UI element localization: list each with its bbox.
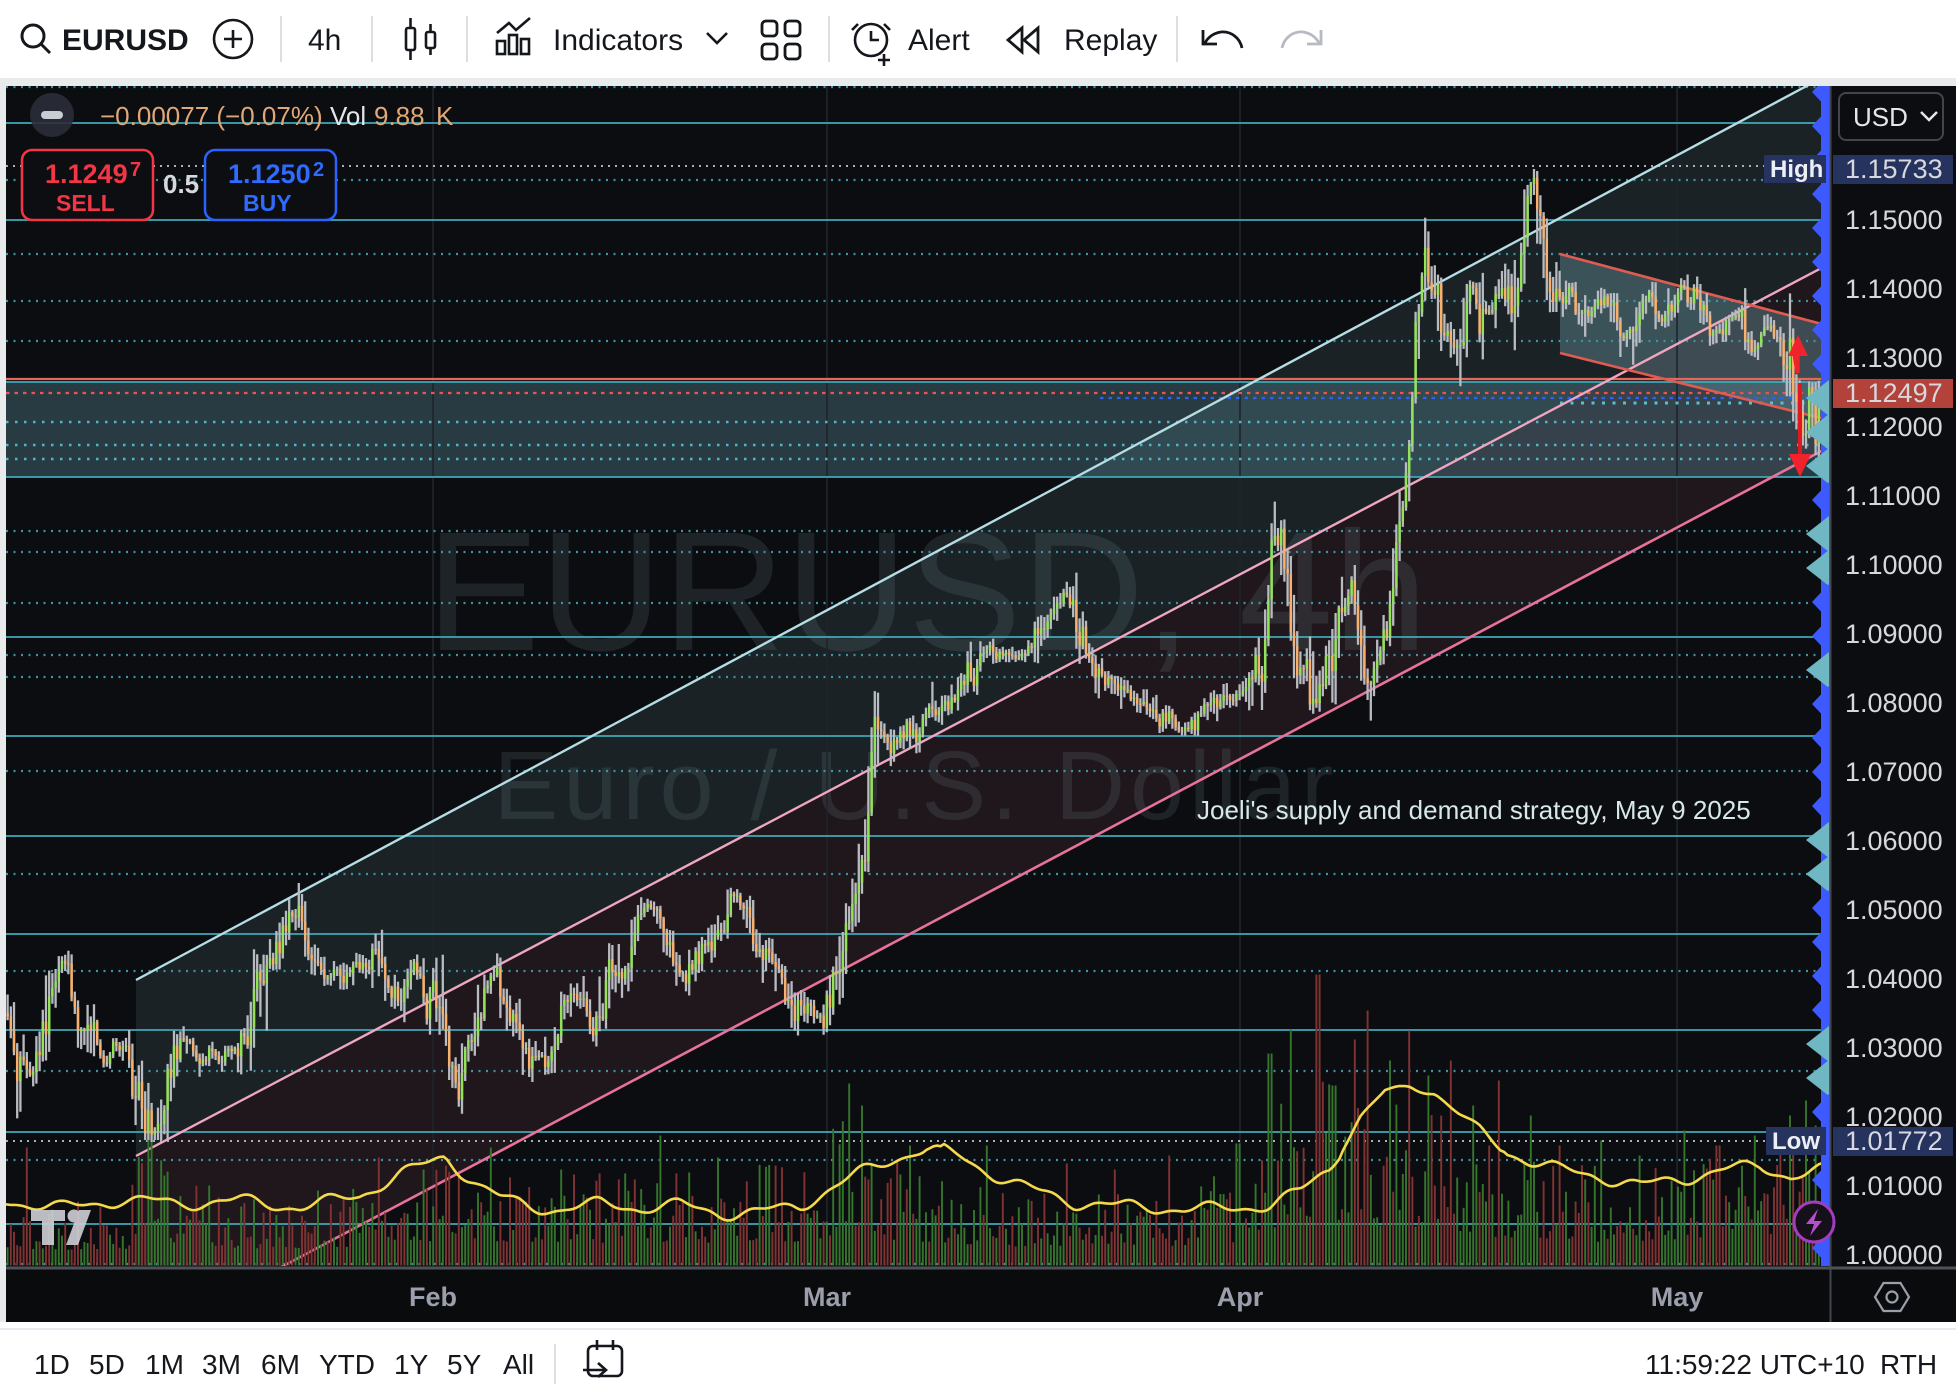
- svg-text:1.03000: 1.03000: [1845, 1033, 1943, 1063]
- svg-text:1M: 1M: [145, 1349, 184, 1380]
- svg-text:1.10000: 1.10000: [1845, 550, 1943, 580]
- svg-text:1.06000: 1.06000: [1845, 826, 1943, 856]
- svg-text:High: High: [1770, 156, 1823, 183]
- svg-text:BUY: BUY: [243, 190, 292, 216]
- svg-text:K: K: [436, 101, 454, 131]
- svg-text:1.09000: 1.09000: [1845, 619, 1943, 649]
- svg-text:Indicators: Indicators: [553, 24, 683, 57]
- svg-text:Apr: Apr: [1217, 1282, 1264, 1312]
- svg-text:1.15000: 1.15000: [1845, 205, 1943, 235]
- svg-text:All: All: [503, 1349, 534, 1380]
- svg-text:9.88: 9.88: [374, 101, 425, 131]
- svg-text:1.12497: 1.12497: [1845, 378, 1943, 408]
- svg-text:6M: 6M: [261, 1349, 300, 1380]
- svg-text:YTD: YTD: [319, 1349, 375, 1380]
- svg-text:USD: USD: [1853, 102, 1908, 132]
- svg-text:11:59:22 UTC+10: 11:59:22 UTC+10: [1645, 1349, 1865, 1380]
- svg-text:1Y: 1Y: [394, 1349, 429, 1380]
- svg-text:0.5: 0.5: [163, 169, 199, 199]
- svg-text:1.14000: 1.14000: [1845, 274, 1943, 304]
- svg-text:Mar: Mar: [803, 1282, 852, 1312]
- svg-text:1.04000: 1.04000: [1845, 964, 1943, 994]
- svg-text:May: May: [1651, 1282, 1704, 1312]
- svg-text:1.05000: 1.05000: [1845, 895, 1943, 925]
- svg-text:1.15733: 1.15733: [1845, 154, 1943, 184]
- svg-text:Replay: Replay: [1064, 24, 1157, 57]
- svg-text:Feb: Feb: [409, 1282, 457, 1312]
- svg-text:7: 7: [130, 159, 141, 181]
- svg-text:4h: 4h: [308, 24, 341, 57]
- svg-text:3M: 3M: [202, 1349, 241, 1380]
- svg-text:1.00000: 1.00000: [1845, 1240, 1943, 1270]
- svg-text:1D: 1D: [34, 1349, 70, 1380]
- svg-text:1.13000: 1.13000: [1845, 343, 1943, 373]
- svg-text:EURUSD, 4h: EURUSD, 4h: [426, 497, 1427, 687]
- svg-text:2: 2: [313, 159, 324, 181]
- svg-text:1.07000: 1.07000: [1845, 757, 1943, 787]
- svg-text:1.01772: 1.01772: [1845, 1126, 1943, 1156]
- svg-text:1.1250: 1.1250: [228, 159, 311, 189]
- svg-text:1.08000: 1.08000: [1845, 688, 1943, 718]
- svg-text:5D: 5D: [89, 1349, 125, 1380]
- svg-text:EURUSD: EURUSD: [62, 24, 189, 57]
- svg-text:1.11000: 1.11000: [1845, 481, 1941, 511]
- svg-text:Euro / U.S. Dollar: Euro / U.S. Dollar: [494, 731, 1339, 840]
- svg-text:1.01000: 1.01000: [1845, 1171, 1943, 1201]
- svg-text:−0.00077 (−0.07%): −0.00077 (−0.07%): [100, 101, 323, 131]
- svg-text:1.1249: 1.1249: [45, 159, 128, 189]
- svg-text:Vol: Vol: [330, 101, 366, 131]
- svg-text:1.12000: 1.12000: [1845, 412, 1943, 442]
- svg-text:RTH: RTH: [1880, 1349, 1937, 1380]
- svg-text:Joeli's supply and demand stra: Joeli's supply and demand strategy, May …: [1197, 795, 1751, 825]
- svg-text:Low: Low: [1772, 1128, 1820, 1155]
- svg-text:5Y: 5Y: [447, 1349, 482, 1380]
- svg-text:Alert: Alert: [908, 24, 970, 57]
- svg-text:SELL: SELL: [56, 190, 115, 216]
